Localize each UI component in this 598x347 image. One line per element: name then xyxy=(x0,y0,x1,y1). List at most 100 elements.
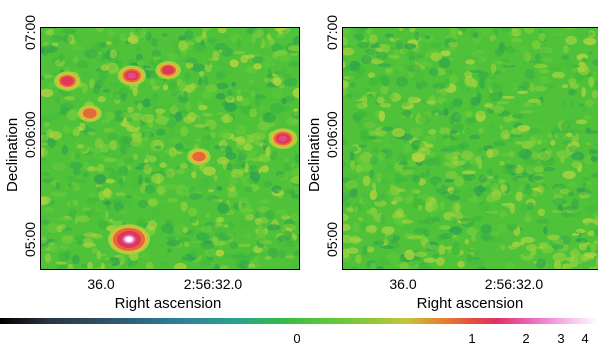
noise-blob xyxy=(563,111,578,117)
noise-blob xyxy=(191,171,197,179)
noise-blob xyxy=(449,216,457,224)
noise-blob xyxy=(74,235,85,241)
noise-blob xyxy=(248,252,257,260)
noise-blob xyxy=(218,235,232,241)
noise-blob xyxy=(534,85,547,92)
xtick-left-0: 36.0 xyxy=(87,276,115,292)
noise-blob xyxy=(249,171,261,182)
noise-blob xyxy=(118,255,126,264)
noise-blob xyxy=(425,100,437,105)
noise-blob xyxy=(270,63,276,74)
noise-blob xyxy=(568,88,575,96)
noise-blob xyxy=(167,198,179,203)
noise-blob xyxy=(395,39,404,50)
noise-blob xyxy=(263,27,268,37)
noise-blob xyxy=(40,239,48,247)
noise-blob xyxy=(236,95,243,102)
noise-blob xyxy=(66,201,71,208)
noise-blob xyxy=(76,239,85,245)
noise-blob xyxy=(494,70,500,75)
noise-blob xyxy=(242,169,251,173)
noise-blob xyxy=(82,172,89,179)
noise-blob xyxy=(116,159,126,168)
noise-blob xyxy=(138,174,143,185)
noise-blob xyxy=(519,240,525,246)
noise-blob xyxy=(240,257,254,262)
noise-blob xyxy=(553,62,568,67)
noise-blob xyxy=(560,188,570,195)
noise-blob xyxy=(433,107,444,114)
noise-blob xyxy=(195,138,202,142)
noise-blob xyxy=(100,64,110,72)
noise-blob xyxy=(62,234,74,241)
noise-blob xyxy=(187,111,197,122)
noise-blob xyxy=(590,156,598,162)
noise-blob xyxy=(218,129,232,140)
noise-blob xyxy=(136,216,144,220)
noise-blob xyxy=(362,175,371,187)
noise-blob xyxy=(227,221,235,230)
noise-blob xyxy=(101,252,107,257)
noise-blob xyxy=(587,230,595,237)
noise-blob xyxy=(345,208,355,211)
noise-blob xyxy=(499,245,506,250)
noise-blob xyxy=(285,42,298,54)
noise-blob xyxy=(107,29,115,38)
noise-blob xyxy=(255,225,266,231)
noise-blob xyxy=(226,89,233,96)
noise-blob xyxy=(276,174,289,181)
noise-blob xyxy=(198,104,208,111)
noise-blob xyxy=(432,239,441,243)
noise-blob xyxy=(477,72,489,81)
noise-blob xyxy=(389,136,394,145)
noise-blob xyxy=(581,57,588,62)
noise-blob xyxy=(205,213,211,219)
noise-blob xyxy=(375,234,387,241)
noise-blob xyxy=(413,227,426,235)
noise-blob xyxy=(178,35,186,41)
noise-blob xyxy=(40,159,50,164)
noise-blob xyxy=(538,151,551,161)
noise-blob xyxy=(350,187,358,198)
noise-blob xyxy=(477,159,483,170)
noise-blob xyxy=(508,134,523,138)
noise-blob xyxy=(67,263,74,270)
noise-blob xyxy=(132,88,138,96)
noise-blob xyxy=(377,257,391,266)
noise-blob xyxy=(94,174,107,185)
noise-blob xyxy=(392,128,406,138)
noise-blob xyxy=(215,71,226,80)
noise-blob xyxy=(389,92,402,102)
noise-blob xyxy=(410,127,423,138)
noise-blob xyxy=(571,152,585,161)
noise-blob xyxy=(500,211,507,218)
noise-blob xyxy=(447,194,461,201)
noise-blob xyxy=(510,37,523,43)
noise-blob xyxy=(452,123,464,133)
noise-blob xyxy=(147,220,158,230)
noise-blob xyxy=(349,150,355,162)
noise-blob xyxy=(189,247,204,258)
noise-blob xyxy=(393,173,402,185)
noise-blob xyxy=(448,41,458,48)
noise-blob xyxy=(65,175,75,182)
noise-blob xyxy=(493,141,506,147)
noise-blob xyxy=(132,153,139,160)
noise-blob xyxy=(134,143,145,148)
noise-blob xyxy=(55,181,61,190)
noise-blob xyxy=(489,34,497,41)
noise-blob xyxy=(383,232,394,241)
noise-blob xyxy=(417,147,431,156)
noise-blob xyxy=(378,110,386,122)
noise-blob xyxy=(72,199,78,207)
noise-blob xyxy=(578,192,590,196)
noise-blob xyxy=(271,185,282,194)
noise-blob xyxy=(464,188,475,198)
noise-blob xyxy=(105,178,116,184)
noise-blob xyxy=(74,214,79,224)
noise-blob xyxy=(396,151,404,162)
noise-blob xyxy=(185,102,192,113)
noise-blob xyxy=(421,86,427,92)
noise-blob xyxy=(143,136,148,143)
noise-blob xyxy=(577,189,592,196)
